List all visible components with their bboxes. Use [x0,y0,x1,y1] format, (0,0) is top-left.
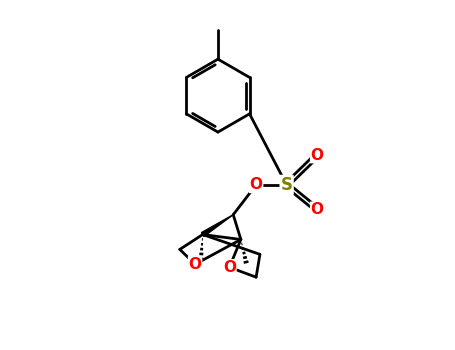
Text: O: O [188,257,202,272]
Polygon shape [202,215,233,236]
Text: O: O [311,148,324,163]
Text: S: S [281,176,293,194]
Text: O: O [223,260,236,275]
Text: O: O [311,202,324,217]
Text: O: O [250,177,263,192]
